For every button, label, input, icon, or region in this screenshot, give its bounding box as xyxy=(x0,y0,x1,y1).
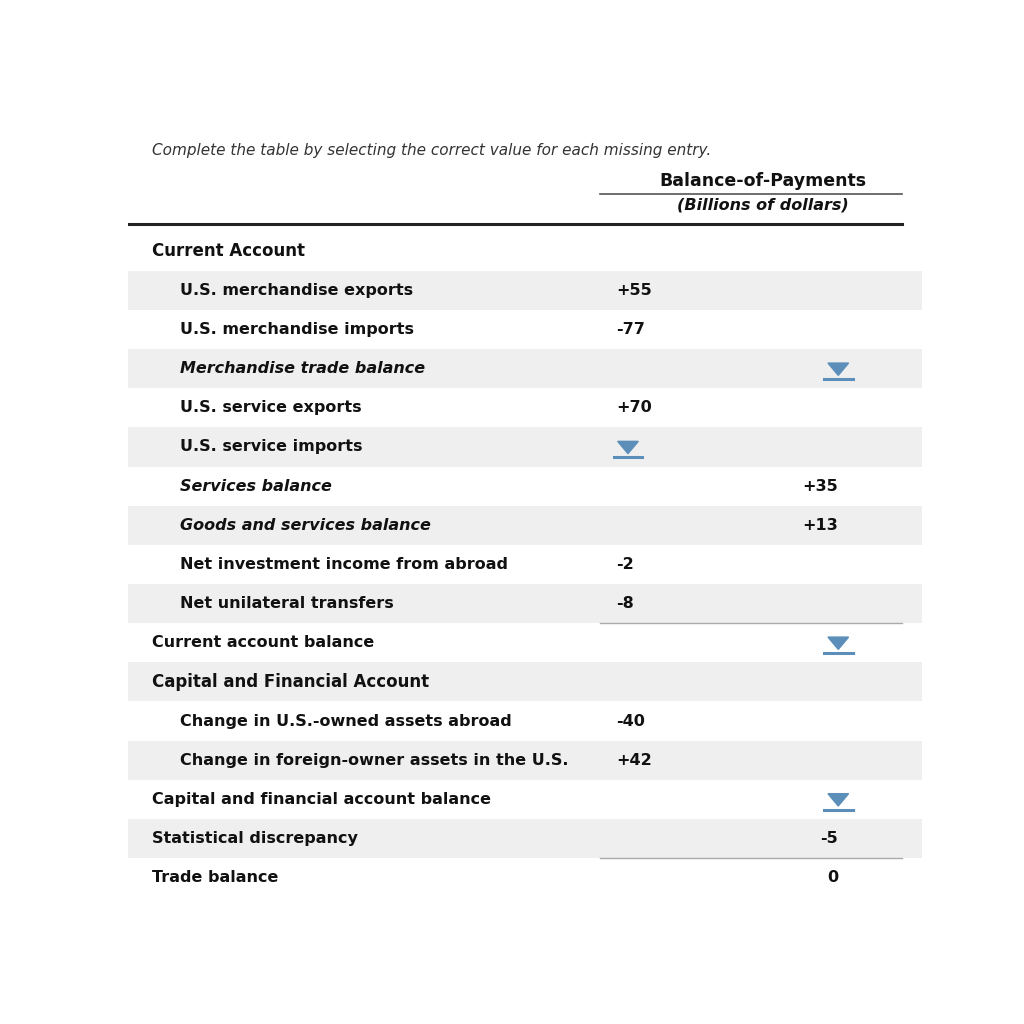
Text: U.S. service imports: U.S. service imports xyxy=(179,439,362,455)
Bar xyxy=(128,701,922,740)
Polygon shape xyxy=(828,364,849,376)
Text: Balance-of-Payments: Balance-of-Payments xyxy=(659,172,866,189)
Bar xyxy=(128,427,922,467)
Text: +70: +70 xyxy=(616,400,652,416)
Polygon shape xyxy=(828,637,849,649)
Polygon shape xyxy=(828,794,849,806)
Text: -8: -8 xyxy=(616,596,634,611)
Bar xyxy=(128,624,922,663)
Text: Net investment income from abroad: Net investment income from abroad xyxy=(179,557,508,572)
Bar xyxy=(128,506,922,545)
Bar xyxy=(128,819,922,858)
Text: 0: 0 xyxy=(827,870,839,885)
Bar xyxy=(128,349,922,388)
Bar xyxy=(128,231,922,270)
Text: Services balance: Services balance xyxy=(179,478,332,494)
Text: -2: -2 xyxy=(616,557,634,572)
Bar xyxy=(128,779,922,819)
Polygon shape xyxy=(617,441,638,454)
Text: (Billions of dollars): (Billions of dollars) xyxy=(677,198,849,213)
Text: U.S. merchandise exports: U.S. merchandise exports xyxy=(179,283,413,298)
Text: Goods and services balance: Goods and services balance xyxy=(179,518,430,532)
Bar xyxy=(128,858,922,897)
Text: U.S. service exports: U.S. service exports xyxy=(179,400,361,416)
Bar xyxy=(128,663,922,701)
Text: Change in U.S.-owned assets abroad: Change in U.S.-owned assets abroad xyxy=(179,714,511,728)
Text: Trade balance: Trade balance xyxy=(152,870,279,885)
Bar xyxy=(128,740,922,779)
Text: Merchandise trade balance: Merchandise trade balance xyxy=(179,361,425,376)
Bar xyxy=(128,467,922,506)
Text: +13: +13 xyxy=(803,518,839,532)
Bar xyxy=(128,388,922,427)
Text: Net unilateral transfers: Net unilateral transfers xyxy=(179,596,393,611)
Text: Capital and Financial Account: Capital and Financial Account xyxy=(152,673,429,691)
Bar xyxy=(128,545,922,584)
Text: -40: -40 xyxy=(616,714,645,728)
Text: -77: -77 xyxy=(616,323,645,337)
Text: Capital and financial account balance: Capital and financial account balance xyxy=(152,792,490,807)
Text: Current Account: Current Account xyxy=(152,243,305,260)
Text: +35: +35 xyxy=(803,478,839,494)
Text: +42: +42 xyxy=(616,753,652,768)
Bar xyxy=(128,310,922,349)
Text: Complete the table by selecting the correct value for each missing entry.: Complete the table by selecting the corr… xyxy=(152,143,711,159)
Bar xyxy=(128,270,922,310)
Bar xyxy=(128,584,922,624)
Text: Change in foreign-owner assets in the U.S.: Change in foreign-owner assets in the U.… xyxy=(179,753,568,768)
Text: Statistical discrepancy: Statistical discrepancy xyxy=(152,830,357,846)
Text: Current account balance: Current account balance xyxy=(152,635,374,650)
Text: +55: +55 xyxy=(616,283,652,298)
Text: -5: -5 xyxy=(820,830,839,846)
Text: U.S. merchandise imports: U.S. merchandise imports xyxy=(179,323,414,337)
